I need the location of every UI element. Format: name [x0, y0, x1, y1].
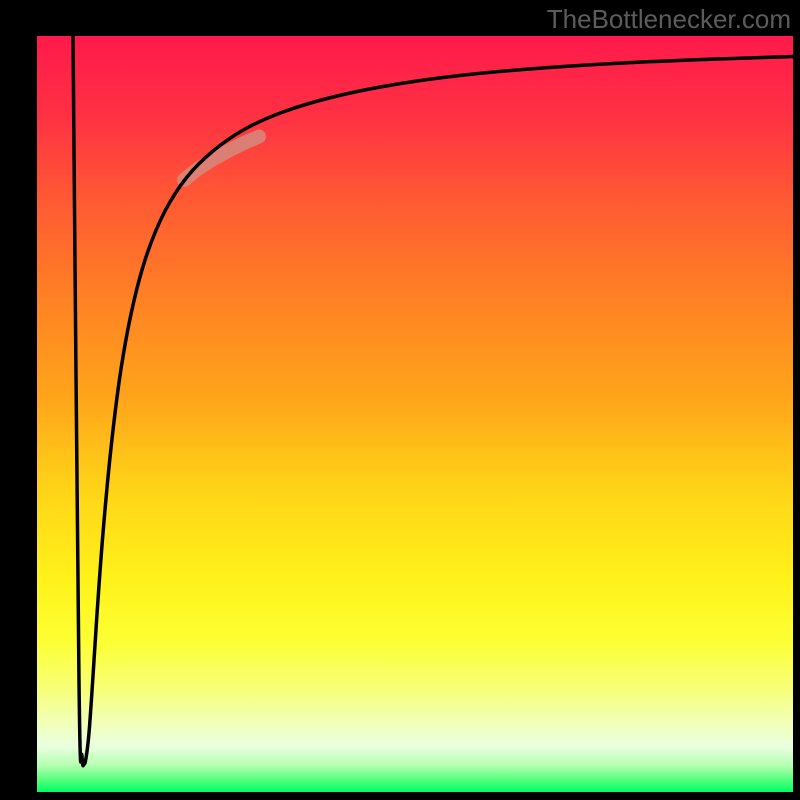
plot-svg [37, 36, 793, 792]
chart-container: TheBottlenecker.com [0, 0, 800, 800]
plot-area [37, 36, 793, 792]
watermark-text: TheBottlenecker.com [547, 4, 791, 35]
plot-background [37, 36, 793, 792]
